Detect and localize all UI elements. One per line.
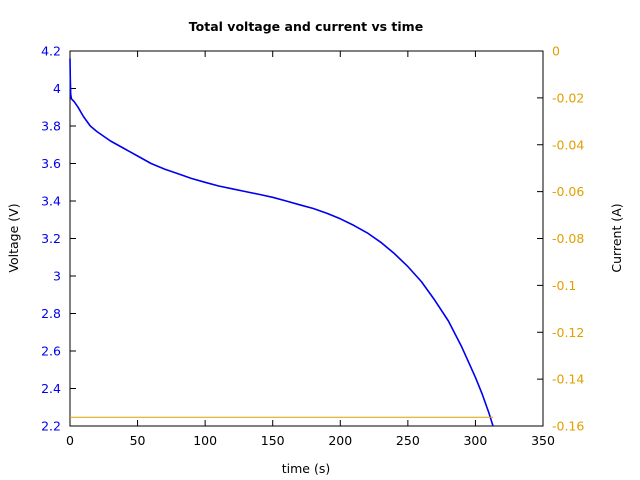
right-tick-label: -0.16 xyxy=(552,419,584,434)
left-tick-label: 3.6 xyxy=(41,156,61,171)
x-tick-label: 200 xyxy=(328,433,352,448)
left-tick-label: 2.2 xyxy=(41,419,61,434)
left-tick-label: 2.4 xyxy=(41,381,61,396)
x-axis-label: time (s) xyxy=(282,461,330,476)
left-tick-label: 3.8 xyxy=(41,119,61,134)
left-tick-label: 2.6 xyxy=(41,344,61,359)
x-tick-label: 50 xyxy=(130,433,146,448)
left-tick-label: 3.4 xyxy=(41,194,61,209)
left-axis-ticks: 2.2 2.4 2.6 2.8 3 3.2 3.4 3.6 3.8 4 4.2 xyxy=(41,44,76,434)
left-tick-label: 4 xyxy=(53,81,61,96)
right-tick-label: -0.08 xyxy=(552,231,584,246)
right-tick-label: -0.04 xyxy=(552,137,584,152)
x-axis-ticks: 0 50 100 150 200 250 300 350 xyxy=(66,51,555,448)
left-axis-label: Voltage (V) xyxy=(6,203,21,272)
voltage-series-line xyxy=(69,58,494,427)
right-tick-label: 0 xyxy=(552,44,560,59)
right-axis-ticks: 0 -0.02 -0.04 -0.06 -0.08 -0.1 -0.12 -0.14 -0.16 xyxy=(537,44,584,434)
right-tick-label: -0.12 xyxy=(552,325,584,340)
x-tick-label: 150 xyxy=(261,433,285,448)
x-tick-label: 0 xyxy=(66,433,74,448)
left-tick-label: 2.8 xyxy=(41,306,61,321)
left-tick-label: 3 xyxy=(53,269,61,284)
series-layer xyxy=(69,58,494,427)
x-tick-label: 100 xyxy=(193,433,217,448)
right-tick-label: -0.1 xyxy=(552,278,576,293)
x-tick-label: 350 xyxy=(531,433,555,448)
left-tick-label: 3.2 xyxy=(41,231,61,246)
right-axis-label: Current (A) xyxy=(609,203,624,272)
right-tick-label: -0.06 xyxy=(552,184,584,199)
right-tick-label: -0.14 xyxy=(552,372,584,387)
right-tick-label: -0.02 xyxy=(552,90,584,105)
x-tick-label: 300 xyxy=(463,433,487,448)
left-tick-label: 4.2 xyxy=(41,44,61,59)
x-tick-label: 250 xyxy=(396,433,420,448)
chart-title: Total voltage and current vs time xyxy=(189,19,423,34)
